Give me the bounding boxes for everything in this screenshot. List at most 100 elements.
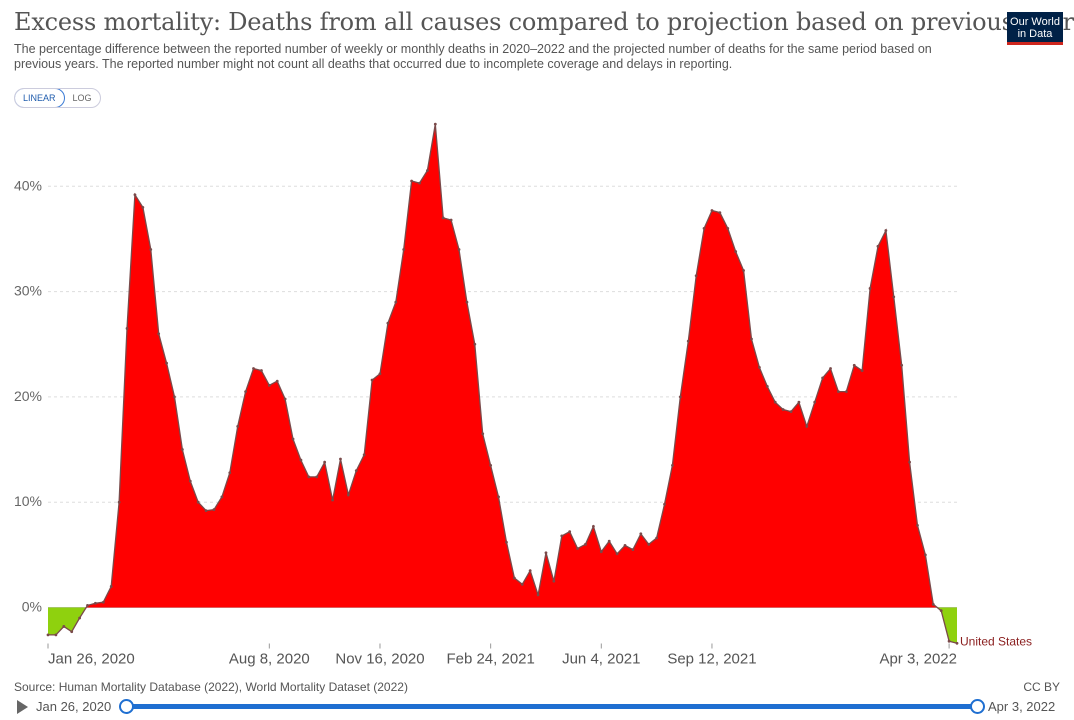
data-point xyxy=(315,475,319,479)
data-point xyxy=(457,248,461,251)
data-point xyxy=(710,209,714,212)
data-point xyxy=(876,244,880,248)
data-point xyxy=(426,169,429,172)
data-point xyxy=(536,593,540,597)
data-point xyxy=(362,453,366,457)
data-point xyxy=(592,525,595,528)
data-point xyxy=(149,248,153,251)
timeline-track[interactable] xyxy=(124,704,976,709)
x-tick-label: Apr 3, 2022 xyxy=(879,651,957,668)
data-point xyxy=(101,600,105,604)
data-point xyxy=(908,460,911,464)
data-point xyxy=(505,540,508,544)
data-point xyxy=(410,179,413,183)
data-point xyxy=(576,547,579,550)
data-point xyxy=(631,548,635,551)
data-point xyxy=(702,227,706,230)
linear-scale-button[interactable]: LINEAR xyxy=(14,89,65,107)
data-point xyxy=(86,603,89,607)
data-point xyxy=(62,625,66,628)
data-point xyxy=(378,372,382,376)
data-point xyxy=(552,579,556,583)
scale-toggle: LINEAR LOG xyxy=(14,88,101,108)
data-point xyxy=(844,390,848,394)
x-tick-label: Sep 12, 2021 xyxy=(667,651,756,668)
data-point xyxy=(663,502,666,506)
timeline-start-handle[interactable] xyxy=(119,699,134,714)
data-point xyxy=(742,269,745,272)
area-layer xyxy=(48,124,957,644)
data-point xyxy=(615,552,619,556)
chart-subtitle: The percentage difference between the re… xyxy=(14,42,932,71)
data-point xyxy=(117,500,121,504)
timeline-end-handle[interactable] xyxy=(970,699,985,714)
data-point xyxy=(481,432,485,436)
license-link[interactable]: CC BY xyxy=(1023,680,1060,694)
play-icon[interactable] xyxy=(17,700,28,714)
timeline-end-label: Apr 3, 2022 xyxy=(988,699,1056,714)
data-point xyxy=(671,463,674,467)
data-point xyxy=(528,569,532,573)
series-label-united-states: United States xyxy=(960,634,1032,648)
data-point xyxy=(94,601,97,605)
data-point xyxy=(188,479,192,483)
data-point xyxy=(694,274,698,278)
data-point xyxy=(599,550,603,554)
data-point xyxy=(46,633,50,637)
data-point xyxy=(584,542,587,546)
data-point xyxy=(789,410,793,414)
source-note: Source: Human Mortality Database (2022),… xyxy=(14,680,408,694)
data-point xyxy=(489,463,493,467)
excess-area-positive xyxy=(86,124,938,608)
data-point xyxy=(299,458,303,462)
data-point xyxy=(923,553,927,557)
data-point xyxy=(323,460,327,464)
data-point xyxy=(418,181,421,185)
data-point xyxy=(402,248,406,251)
log-scale-button[interactable]: LOG xyxy=(72,93,92,103)
data-point xyxy=(267,383,271,387)
data-point xyxy=(354,469,358,473)
y-tick-label: 20% xyxy=(14,388,42,404)
data-point xyxy=(773,400,777,404)
data-point xyxy=(837,390,840,394)
data-point xyxy=(765,384,769,388)
point-layer xyxy=(46,122,959,645)
data-point xyxy=(568,530,572,534)
logo-line-1: Our World xyxy=(1010,16,1060,28)
data-point xyxy=(623,543,627,547)
data-point xyxy=(655,536,659,540)
data-point xyxy=(931,602,935,606)
logo-line-2: in Data xyxy=(1017,28,1053,40)
y-tick-label: 40% xyxy=(14,177,42,193)
data-point xyxy=(449,218,453,222)
data-point xyxy=(797,400,801,404)
data-point xyxy=(283,397,287,401)
x-tick-label: Feb 24, 2021 xyxy=(446,651,534,668)
data-point xyxy=(884,229,888,232)
data-point xyxy=(441,216,445,220)
data-point xyxy=(639,532,643,536)
data-point xyxy=(109,585,113,588)
data-point xyxy=(781,408,785,411)
x-tick-label: Jun 4, 2021 xyxy=(562,651,640,668)
data-point xyxy=(228,471,232,475)
data-point xyxy=(829,367,832,370)
x-tick-label: Nov 16, 2020 xyxy=(335,651,424,668)
excess-area-negative xyxy=(937,607,957,644)
data-point xyxy=(180,448,184,451)
data-point xyxy=(607,539,611,543)
data-point xyxy=(805,424,809,428)
data-point xyxy=(560,534,564,538)
data-point xyxy=(244,390,248,394)
data-point xyxy=(750,337,753,341)
owid-logo[interactable]: Our World in Data xyxy=(1007,12,1063,45)
data-point xyxy=(346,493,350,497)
excess-mortality-chart: 0% 10% 20% 30% 40% Jan 26, 2020 Aug 8, 2020 Nov… xyxy=(14,122,1032,668)
data-point xyxy=(473,342,477,346)
data-point xyxy=(307,475,311,479)
data-point xyxy=(718,211,722,215)
data-point xyxy=(70,630,74,634)
timeline: Jan 26, 2020 Apr 3, 2022 xyxy=(14,697,1064,717)
x-tick-label: Aug 8, 2020 xyxy=(229,651,310,668)
